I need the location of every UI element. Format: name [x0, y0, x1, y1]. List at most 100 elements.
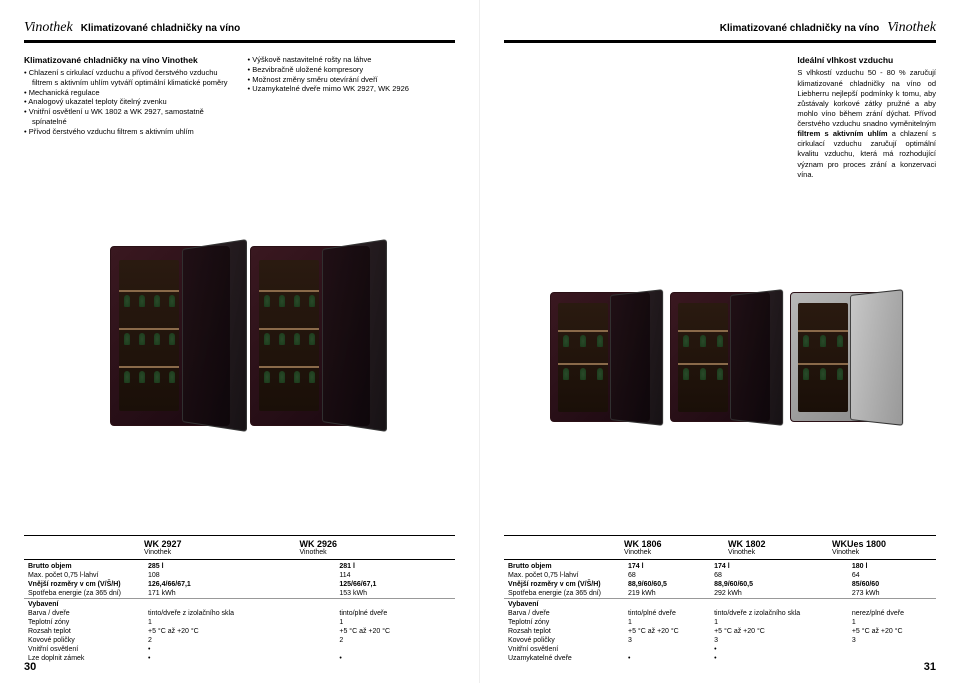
model-header: WK 2926Vinothek — [300, 539, 456, 556]
page-number: 31 — [924, 661, 936, 673]
spec-label: Max. počet 0,75 l-lahví — [24, 571, 144, 580]
spec-row: Vnější rozměry v cm (V/Š/H)126,4/66/67,1… — [24, 580, 455, 589]
spec-value: • — [144, 654, 335, 663]
intro-item: Bezvibračně uložené kompresory — [248, 65, 456, 75]
intro-item: Výškově nastavitelné rošty na láhve — [248, 55, 456, 65]
spec-label: Teplotní zóny — [504, 618, 624, 627]
spec-row: Max. počet 0,75 l-lahví686864 — [504, 571, 936, 580]
spec-value — [848, 599, 936, 610]
spec-label: Lze doplnit zámek — [24, 654, 144, 663]
spec-value: tinto/dveře z izolačního skla — [144, 609, 335, 618]
spec-label: Uzamykatelné dveře — [504, 654, 624, 663]
spec-row: Brutto objem285 l281 l — [24, 562, 455, 571]
spec-value: 3 — [710, 636, 848, 645]
spec-value: 68 — [710, 571, 848, 580]
spec-label: Kovové poličky — [24, 636, 144, 645]
spec-row: Max. počet 0,75 l-lahví108114 — [24, 571, 455, 580]
spec-row: Vybavení — [504, 599, 936, 610]
spec-value: 171 kWh — [144, 589, 335, 599]
spec-value: • — [710, 654, 848, 663]
spec-value: 68 — [624, 571, 710, 580]
spec-value: 1 — [144, 618, 335, 627]
spec-label: Barva / dveře — [504, 609, 624, 618]
spec-value: tinto/plné dveře — [335, 609, 455, 618]
spec-label: Brutto objem — [24, 562, 144, 571]
spec-value: +5 °C až +20 °C — [144, 627, 335, 636]
spec-label: Barva / dveře — [24, 609, 144, 618]
spec-value: 126,4/66/67,1 — [144, 580, 335, 589]
spec-value: 292 kWh — [710, 589, 848, 599]
spec-value: 285 l — [144, 562, 335, 571]
spec-row: Barva / dveřetinto/dveře z izolačního sk… — [24, 609, 455, 618]
spec-value: 88,9/60/60,5 — [710, 580, 848, 589]
spec-label: Spotřeba energie (za 365 dní) — [24, 589, 144, 599]
spec-value: • — [624, 654, 710, 663]
spec-value: 180 l — [848, 562, 936, 571]
spec-label: Rozsah teplot — [24, 627, 144, 636]
spec-row: Vnější rozměry v cm (V/Š/H)88,9/60/60,58… — [504, 580, 936, 589]
spec-value: 1 — [710, 618, 848, 627]
spec-value: 281 l — [335, 562, 455, 571]
spec-value: 1 — [624, 618, 710, 627]
model-header: WK 2927Vinothek — [144, 539, 300, 556]
spec-value — [848, 645, 936, 654]
intro-item: Uzamykatelné dveře mimo WK 2927, WK 2926 — [248, 84, 456, 94]
spec-value: +5 °C až +20 °C — [335, 627, 455, 636]
spec-label: Teplotní zóny — [24, 618, 144, 627]
spec-row: Spotřeba energie (za 365 dní)171 kWh153 … — [24, 589, 455, 599]
spec-label: Vybavení — [504, 599, 624, 610]
intro-block: Klimatizované chladničky na víno Vinothe… — [24, 55, 455, 136]
spec-label: Spotřeba energie (za 365 dní) — [504, 589, 624, 599]
spec-value: 125/66/67,1 — [335, 580, 455, 589]
page-number: 30 — [24, 661, 36, 673]
spec-value: 273 kWh — [848, 589, 936, 599]
spec-row: Uzamykatelné dveře•• — [504, 654, 936, 663]
cooler-wk1806 — [550, 292, 650, 422]
intro-item: Možnost změny směru otevírání dveří — [248, 75, 456, 85]
spec-label: Max. počet 0,75 l-lahví — [504, 571, 624, 580]
spec-label: Vnitřní osvětlení — [24, 645, 144, 654]
spec-value — [624, 599, 710, 610]
spec-value: • — [335, 654, 455, 663]
humidity-title: Ideální vlhkost vzduchu — [797, 55, 936, 66]
spec-value: 114 — [335, 571, 455, 580]
spec-value: 153 kWh — [335, 589, 455, 599]
cooler-wk2927 — [110, 246, 230, 426]
spec-value: 2 — [144, 636, 335, 645]
intro-item: Přívod čerstvého vzduchu filtrem s aktiv… — [24, 127, 232, 137]
spec-value: 64 — [848, 571, 936, 580]
intro-item: Chlazení s cirkulací vzduchu a přívod če… — [24, 68, 232, 88]
spec-value: 219 kWh — [624, 589, 710, 599]
humidity-bold: filtrem s aktivním uhlím — [797, 129, 887, 138]
spec-row: Spotřeba energie (za 365 dní)219 kWh292 … — [504, 589, 936, 599]
spec-value: 85/60/60 — [848, 580, 936, 589]
spec-label: Vybavení — [24, 599, 144, 610]
model-header: WK 1802Vinothek — [728, 539, 832, 556]
cooler-wk1802 — [670, 292, 770, 422]
model-header: WK 1806Vinothek — [624, 539, 728, 556]
intro-item: Mechanická regulace — [24, 88, 232, 98]
product-images-left — [24, 156, 455, 515]
spec-row: Barva / dveřetinto/plné dveřetinto/dveře… — [504, 609, 936, 618]
spec-row: Teplotní zóny111 — [504, 618, 936, 627]
spec-row: Kovové poličky22 — [24, 636, 455, 645]
spec-value: tinto/dveře z izolačního skla — [710, 609, 848, 618]
spec-value: 108 — [144, 571, 335, 580]
logo: Vinothek — [887, 20, 936, 36]
spec-value: 2 — [335, 636, 455, 645]
spec-value — [335, 645, 455, 654]
spec-value: nerez/plné dveře — [848, 609, 936, 618]
spec-tables-left: WK 2927VinothekWK 2926Vinothek Brutto ob… — [24, 535, 455, 663]
spec-value: +5 °C až +20 °C — [848, 627, 936, 636]
spec-value — [335, 599, 455, 610]
spec-value: 174 l — [624, 562, 710, 571]
intro-title: Klimatizované chladničky na víno Vinothe… — [24, 55, 232, 66]
humidity-body: S vlhkostí vzduchu 50 - 80 % zaručují kl… — [797, 68, 936, 128]
spec-value: 3 — [624, 636, 710, 645]
spec-row: Brutto objem174 l174 l180 l — [504, 562, 936, 571]
spec-label: Kovové poličky — [504, 636, 624, 645]
spec-row: Vybavení — [24, 599, 455, 610]
spec-row: Rozsah teplot+5 °C až +20 °C+5 °C až +20… — [504, 627, 936, 636]
spec-value: • — [144, 645, 335, 654]
spec-row: Kovové poličky333 — [504, 636, 936, 645]
